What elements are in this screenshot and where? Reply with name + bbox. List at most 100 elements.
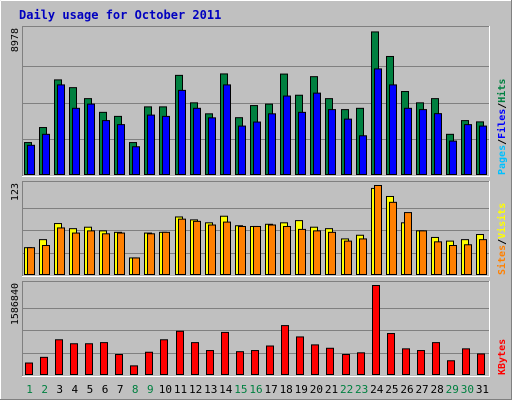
- x-tick-label-23: 23: [355, 383, 368, 396]
- y-max-label: 1586840: [10, 283, 21, 325]
- bar-visits-sites-8: [132, 257, 140, 276]
- x-tick-label-5: 5: [87, 383, 94, 396]
- bar-visits-sites-20: [313, 230, 321, 276]
- bar-hits-files-29: [449, 140, 457, 175]
- bar-hits-files-8: [132, 146, 140, 176]
- x-tick-label-12: 12: [189, 383, 202, 396]
- bar-visits-sites-6: [102, 233, 110, 275]
- bar-visits-sites-5: [87, 230, 95, 276]
- y-max-label: 123: [10, 183, 21, 201]
- bar-hits-files-28: [434, 113, 442, 176]
- x-tick-label-8: 8: [132, 383, 139, 396]
- bar-kbytes-kbytes-21: [326, 347, 334, 376]
- legend-separator: /: [497, 139, 508, 145]
- legend-item-kbytes: KBytes: [497, 339, 508, 375]
- bar-kbytes-kbytes-14: [221, 331, 229, 376]
- bar-kbytes-kbytes-11: [176, 330, 184, 376]
- bar-hits-files-2: [42, 133, 50, 175]
- bar-kbytes-kbytes-27: [417, 350, 425, 375]
- bar-visits-sites-17: [268, 224, 276, 275]
- legend-hits: Pages/Files/Hits: [496, 79, 508, 175]
- bar-kbytes-kbytes-12: [191, 342, 199, 375]
- bar-visits-sites-26: [404, 212, 412, 275]
- bar-kbytes-kbytes-7: [115, 354, 123, 375]
- legend-kbytes: KBytes: [497, 339, 508, 375]
- bar-visits-sites-14: [223, 221, 231, 276]
- x-tick-label-1: 1: [26, 383, 33, 396]
- bar-hits-files-10: [162, 115, 170, 175]
- bar-kbytes-kbytes-9: [145, 351, 153, 376]
- bar-kbytes-kbytes-31: [477, 353, 485, 375]
- bar-hits-files-27: [419, 109, 427, 175]
- bar-hits-files-7: [117, 124, 125, 175]
- legend-separator: /: [497, 239, 508, 245]
- x-tick-label-10: 10: [159, 383, 172, 396]
- bar-visits-sites-18: [283, 225, 291, 276]
- bar-visits-sites-27: [419, 230, 427, 276]
- x-tick-label-2: 2: [41, 383, 48, 396]
- bar-visits-sites-30: [464, 244, 472, 276]
- bar-kbytes-kbytes-23: [357, 352, 365, 376]
- bar-kbytes-kbytes-22: [342, 354, 350, 375]
- bar-hits-files-1: [27, 144, 35, 176]
- bar-visits-sites-9: [147, 233, 155, 275]
- bar-kbytes-kbytes-6: [100, 342, 108, 375]
- legend-item-sites: Sites: [496, 245, 508, 275]
- bar-visits-sites-13: [208, 224, 216, 275]
- bar-kbytes-kbytes-28: [432, 342, 440, 375]
- bar-hits-files-17: [268, 113, 276, 176]
- bar-kbytes-kbytes-19: [296, 336, 304, 375]
- bar-hits-files-11: [178, 89, 186, 175]
- bar-hits-files-9: [147, 114, 155, 176]
- x-tick-label-14: 14: [219, 383, 233, 396]
- bar-hits-files-21: [328, 109, 336, 175]
- bar-kbytes-kbytes-29: [447, 360, 455, 376]
- bar-visits-sites-29: [449, 245, 457, 275]
- x-tick-label-30: 30: [461, 383, 474, 396]
- legend-item-hits: Hits: [496, 79, 508, 103]
- bar-visits-sites-1: [27, 247, 35, 276]
- bar-kbytes-kbytes-3: [55, 339, 63, 376]
- y-max-label: 8978: [10, 28, 21, 52]
- bar-visits-sites-11: [178, 218, 186, 276]
- x-tick-label-31: 31: [476, 383, 489, 396]
- bar-hits-files-4: [72, 107, 80, 175]
- bar-hits-files-13: [208, 117, 216, 175]
- bar-hits-files-20: [313, 92, 321, 175]
- bar-kbytes-kbytes-15: [236, 351, 244, 376]
- bar-hits-files-12: [193, 107, 201, 175]
- bar-hits-files-26: [404, 107, 412, 175]
- bar-kbytes-kbytes-30: [462, 348, 470, 376]
- bar-hits-files-23: [359, 135, 367, 175]
- x-tick-label-6: 6: [102, 383, 109, 396]
- bar-hits-files-14: [223, 84, 231, 175]
- bar-hits-files-19: [298, 111, 306, 175]
- legend-item-pages: Pages: [497, 145, 508, 175]
- x-tick-label-9: 9: [147, 383, 154, 396]
- x-tick-label-26: 26: [400, 383, 413, 396]
- x-tick-label-28: 28: [431, 383, 444, 396]
- bar-hits-files-24: [374, 68, 382, 175]
- bar-visits-sites-4: [72, 232, 80, 275]
- bar-kbytes-kbytes-24: [372, 285, 380, 375]
- bar-kbytes-kbytes-4: [70, 343, 78, 376]
- panel-kbytes: 1586840 KBytes: [10, 281, 508, 377]
- x-tick-label-15: 15: [234, 383, 247, 396]
- bar-kbytes-kbytes-18: [281, 325, 289, 375]
- x-tick-label-19: 19: [295, 383, 308, 396]
- bar-kbytes-kbytes-25: [387, 333, 395, 375]
- x-tick-label-22: 22: [340, 383, 353, 396]
- bar-kbytes-kbytes-1: [25, 362, 33, 375]
- bar-visits-sites-3: [57, 227, 65, 275]
- x-tick-label-25: 25: [385, 383, 398, 396]
- bar-visits-sites-10: [162, 231, 170, 275]
- bar-hits-files-15: [238, 125, 246, 175]
- bar-visits-sites-2: [42, 245, 50, 275]
- bar-visits-sites-19: [298, 228, 306, 275]
- x-tick-label-7: 7: [117, 383, 124, 396]
- x-tick-label-20: 20: [310, 383, 323, 396]
- chart-title: Daily usage for October 2011: [19, 8, 221, 22]
- x-tick-label-4: 4: [72, 383, 79, 396]
- x-tick-label-16: 16: [249, 383, 262, 396]
